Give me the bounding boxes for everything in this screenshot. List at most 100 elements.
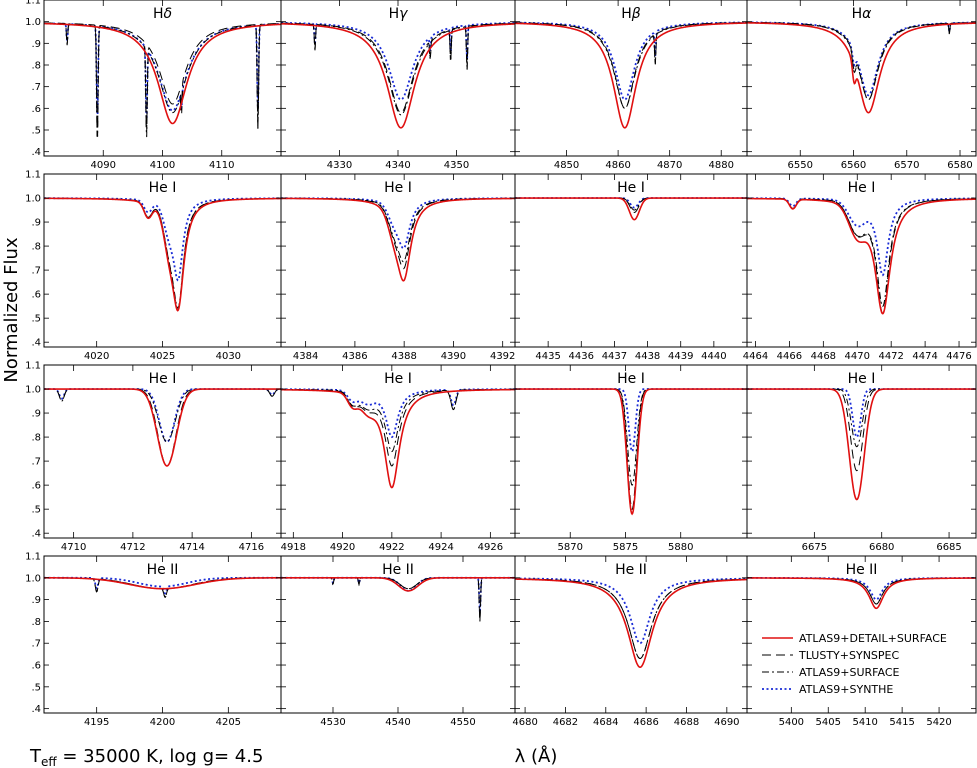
- y-tick-label: 1.0: [25, 17, 41, 28]
- y-tick-label: 1.1: [25, 170, 41, 181]
- x-tick-label: 4540: [385, 717, 410, 728]
- x-tick-label: 4200: [150, 717, 175, 728]
- y-tick-label: .9: [31, 595, 41, 606]
- series-tlusty-synspec: [747, 21, 976, 101]
- y-tick-label: .5: [31, 126, 41, 137]
- panel-7: 4435 4436 4437 4438 4439 4440 He I: [514, 173, 748, 362]
- panel-5: 4020 4025 4030 .4 .5 .6 .7 .8 .9 1.0 1.1 He I: [25, 170, 282, 362]
- panel-14-series: [281, 576, 515, 622]
- x-tick-label: 4390: [441, 351, 466, 362]
- panel-9-series: [44, 388, 281, 467]
- panel-title: He I: [149, 180, 177, 196]
- legend-entry: TLUSTY+SYNSPEC: [798, 649, 899, 662]
- x-tick-label: 4466: [777, 351, 802, 362]
- legend-entry: ATLAS9+SURFACE: [799, 666, 900, 679]
- series-tlusty-synspec: [44, 22, 281, 136]
- series-atlas9-detail-surface: [515, 197, 747, 221]
- x-tick-label: 4100: [150, 160, 175, 171]
- y-tick-label: .7: [31, 639, 41, 650]
- series-atlas9-surface: [281, 197, 515, 263]
- legend: ATLAS9+DETAIL+SURFACE TLUSTY+SYNSPEC ATLAS…: [762, 632, 947, 696]
- panel-3-series: [515, 21, 747, 129]
- series-atlas9-surface: [515, 388, 747, 486]
- panel-1-series: [44, 22, 281, 138]
- x-tick-label: 6560: [841, 160, 866, 171]
- panel-title: Hβ: [621, 6, 641, 22]
- x-tick-label: 4392: [490, 351, 515, 362]
- series-atlas9-detail-surface: [515, 22, 747, 129]
- x-tick-label: 4472: [878, 351, 903, 362]
- series-atlas9-detail-surface: [747, 388, 976, 501]
- series-tlusty-synspec: [515, 578, 747, 659]
- panel-5-series: [44, 197, 281, 312]
- panel-frame: [514, 173, 748, 348]
- panel-8: 4464 4466 4468 4470 4472 4474 4476 He I: [743, 173, 977, 362]
- x-tick-label: 4435: [535, 351, 560, 362]
- series-tlusty-synspec: [747, 197, 976, 315]
- series-atlas9-detail-surface: [44, 197, 281, 312]
- x-tick-label: 4205: [216, 717, 241, 728]
- panel-15-series: [515, 577, 747, 668]
- series-atlas9-synthe: [44, 22, 281, 119]
- panel-4: 6550 6560 6570 6580 Hα: [746, 0, 977, 171]
- x-tick-label: 4922: [379, 542, 404, 553]
- panel-frame: [280, 173, 516, 348]
- series-atlas9-surface: [44, 197, 281, 309]
- y-tick-label: .8: [31, 242, 41, 253]
- panel-3: 4850 4860 4870 4880 Hβ: [514, 0, 748, 171]
- x-tick-label: 4468: [811, 351, 836, 362]
- y-tick-label: .6: [31, 481, 41, 492]
- panel-frame: [43, 0, 282, 157]
- x-tick-label: 5870: [558, 542, 583, 553]
- series-atlas9-surface: [44, 22, 281, 138]
- x-tick-label: 4386: [342, 351, 367, 362]
- parameters-text: = 35000 K, log g= 4.5: [57, 746, 264, 767]
- x-tick-label: 4440: [701, 351, 726, 362]
- panel-6: 4384 4386 4388 4390 4392 He I: [280, 173, 516, 362]
- x-tick-label: 4860: [605, 160, 630, 171]
- series-tlusty-synspec: [747, 577, 976, 605]
- panel-10: 4918 4920 4922 4924 4926 He I: [280, 364, 516, 553]
- y-tick-label: .9: [31, 218, 41, 229]
- series-atlas9-synthe: [747, 197, 976, 277]
- panel-16-series: [747, 576, 976, 610]
- x-tick-label: 5875: [613, 542, 638, 553]
- x-tick-label: 6570: [894, 160, 919, 171]
- x-tick-label: 5410: [852, 717, 877, 728]
- panel-13-series: [44, 576, 281, 598]
- panels-layer: 4090 4100 4110 .4 .5 .6 .7 .8 .9 1.0 1.1 Hδ 4330 4340…: [25, 0, 977, 728]
- x-tick-label: 6580: [947, 160, 972, 171]
- series-atlas9-synthe: [281, 388, 515, 439]
- y-tick-label: .6: [31, 661, 41, 672]
- y-tick-label: .7: [31, 266, 41, 277]
- series-atlas9-synthe: [44, 388, 281, 443]
- series-atlas9-detail-surface: [281, 22, 515, 129]
- teff-subscript: eff: [41, 755, 57, 768]
- panel-title: He II: [147, 562, 179, 578]
- panel-title: He I: [384, 371, 412, 387]
- panel-14: 4530 4540 4550 He II: [280, 555, 516, 728]
- y-tick-label: 1.0: [25, 573, 41, 584]
- x-tick-label: 4025: [150, 351, 175, 362]
- series-atlas9-surface: [747, 197, 976, 308]
- panel-2: 4330 4340 4350 Hγ: [280, 0, 516, 171]
- y-tick-label: .4: [31, 147, 41, 158]
- y-tick-label: 1.1: [25, 0, 41, 7]
- x-tick-label: 4437: [602, 351, 627, 362]
- panel-8-series: [747, 197, 976, 315]
- panel-title: He II: [846, 562, 878, 578]
- panel-6-series: [281, 197, 515, 282]
- series-atlas9-detail-surface: [44, 22, 281, 125]
- panel-title: He I: [149, 371, 177, 387]
- series-atlas9-detail-surface: [281, 388, 515, 489]
- x-tick-label: 4680: [512, 717, 537, 728]
- x-tick-label: 4090: [91, 160, 116, 171]
- series-tlusty-synspec: [44, 577, 281, 598]
- panel-13: 4195 4200 4205 .4 .5 .6 .7 .8 .9 1.0 1.1 He II: [25, 552, 282, 728]
- series-atlas9-synthe: [747, 388, 976, 439]
- series-tlusty-synspec: [281, 197, 515, 270]
- x-tick-label: 5400: [779, 717, 804, 728]
- x-tick-label: 4870: [657, 160, 682, 171]
- series-atlas9-surface: [44, 388, 281, 443]
